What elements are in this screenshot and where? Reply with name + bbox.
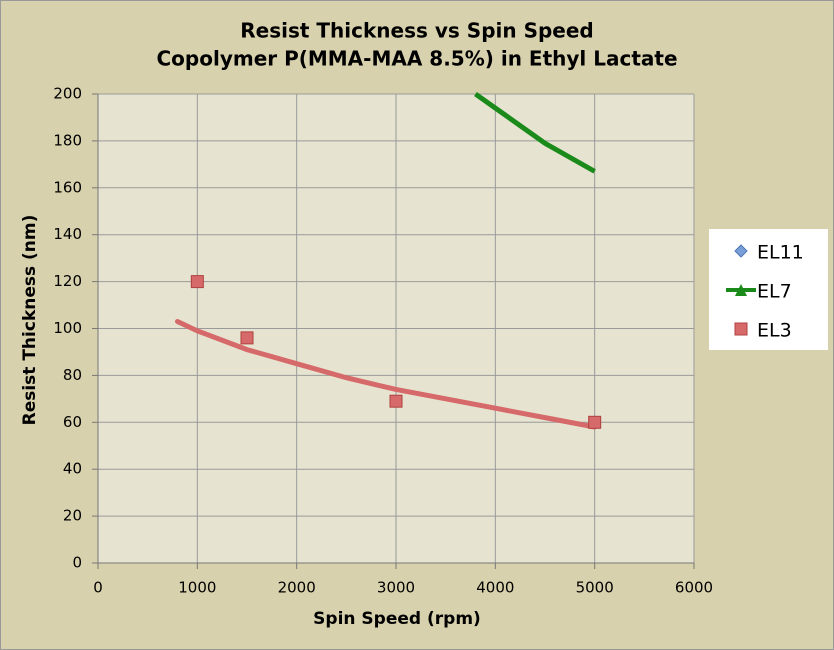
y-tick-label: 80 — [63, 366, 82, 384]
trendline — [174, 318, 598, 430]
x-tick-label: 1000 — [178, 579, 216, 597]
y-tick-label: 100 — [53, 319, 82, 337]
marker — [389, 394, 403, 408]
y-tick-label: 200 — [53, 85, 82, 103]
marker — [240, 331, 254, 345]
x-tick-label: 2000 — [278, 579, 316, 597]
y-tick-label: 120 — [53, 272, 82, 290]
x-tick-label: 5000 — [576, 579, 614, 597]
y-tick-label: 20 — [63, 507, 82, 525]
marker — [734, 322, 748, 336]
x-tick-label: 6000 — [675, 579, 713, 597]
y-tick-label: 60 — [63, 413, 82, 431]
chart-subtitle: Copolymer P(MMA-MAA 8.5%) in Ethyl Lacta… — [156, 47, 677, 71]
x-axis-label: Spin Speed (rpm) — [313, 609, 481, 629]
x-tick-label: 0 — [93, 579, 103, 597]
marker — [734, 244, 748, 258]
y-tick-label: 160 — [53, 178, 82, 196]
marker — [588, 415, 602, 429]
series-line — [474, 91, 596, 174]
y-tick-label: 180 — [53, 131, 82, 149]
y-tick-label: 0 — [72, 554, 82, 572]
legend-label: EL3 — [757, 320, 792, 342]
y-axis-label: Resist Thickness (nm) — [20, 215, 40, 426]
y-tick-label: 40 — [63, 460, 82, 478]
y-tick-label: 140 — [53, 225, 82, 243]
marker — [190, 275, 204, 289]
legend-label: EL11 — [757, 242, 804, 264]
marker — [735, 284, 747, 296]
x-tick-label: 4000 — [476, 579, 514, 597]
x-tick-label: 3000 — [377, 579, 415, 597]
chart-title: Resist Thickness vs Spin Speed — [240, 19, 593, 43]
legend-label: EL7 — [757, 281, 792, 303]
